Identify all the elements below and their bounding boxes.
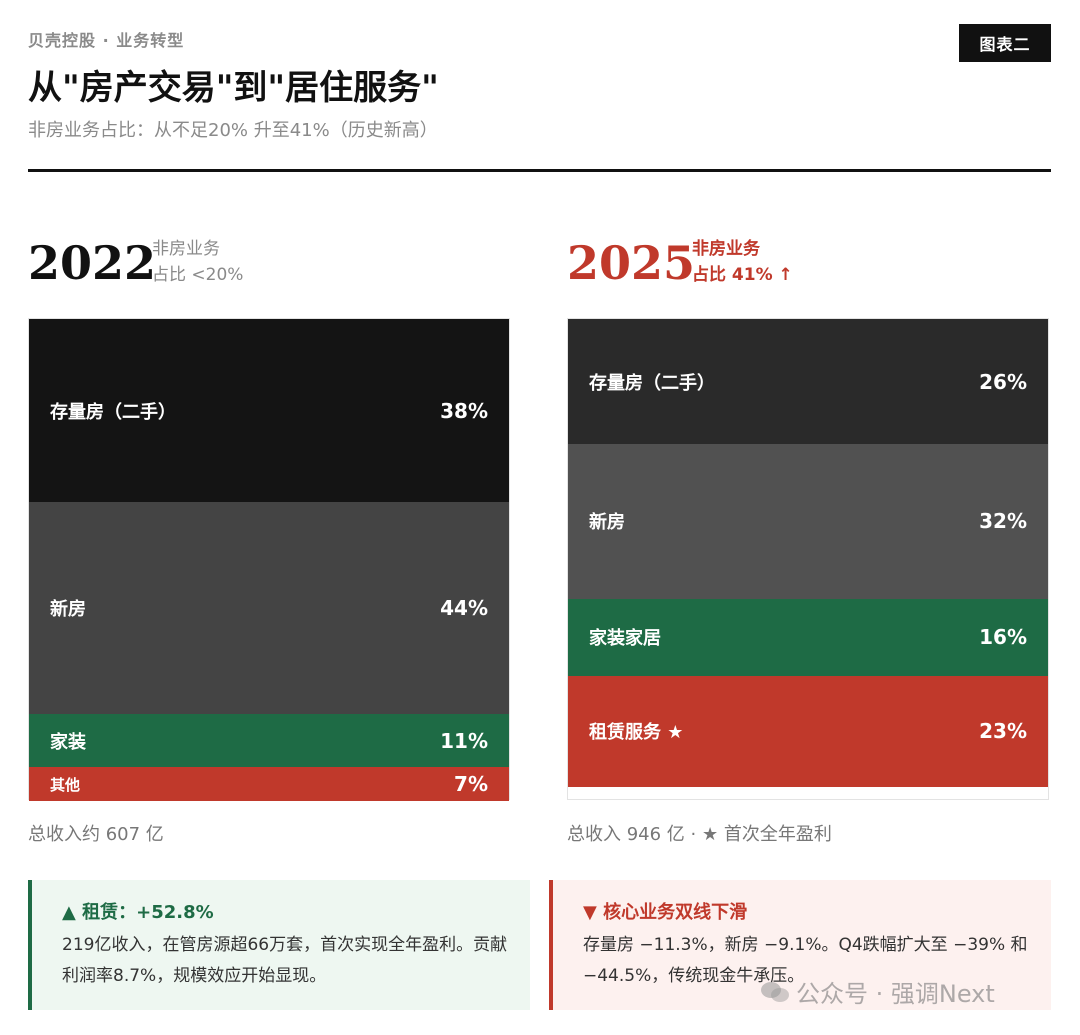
segment-label: 家装 [50,731,86,753]
bar-segment: 存量房（二手） 38% [29,319,509,503]
bar-segment: 新房 32% [568,444,1048,599]
year-2025: 2025 [567,236,696,290]
segment-value: 7% [454,772,488,797]
bar-segment: 存量房（二手） 26% [568,319,1048,445]
wechat-icon [761,981,789,1002]
year-2022-note: 非房业务 占比 <20% [152,236,243,288]
page-subtitle: 非房业务占比：从不足20% 升至41%（历史新高） [28,120,438,141]
year-2022-note-line1: 非房业务 [152,239,220,259]
page-title: 从"房产交易"到"居住服务" [28,68,439,108]
segment-value: 38% [440,398,488,423]
rental-card-head: ▲ 租赁：+52.8% [62,902,214,923]
chart-badge: 图表二 [959,24,1051,62]
segment-label: 新房 [50,599,86,621]
watermark: 公众号 · 强调Next [760,974,995,1009]
year-2025-note-line2: 占比 41% ↑ [692,265,793,285]
segment-value: 16% [979,625,1027,650]
core-decline-card: ▼ 核心业务双线下滑 存量房 −11.3%，新房 −9.1%。Q4跌幅扩大至 −… [549,880,1051,1010]
year-2022: 2022 [28,236,157,290]
bar-segment: 其他 7% [29,767,509,801]
watermark-text: 公众号 · 强调Next [796,980,995,1008]
segment-value: 32% [979,509,1027,534]
bar-segment: 家装 11% [29,714,509,768]
year-2025-note-line1: 非房业务 [692,239,760,259]
decline-card-head: ▼ 核心业务双线下滑 [583,902,748,923]
segment-label: 存量房（二手） [589,372,715,394]
title-rule [28,169,1051,172]
segment-label: 新房 [589,512,625,534]
year-2025-note: 非房业务 占比 41% ↑ [692,236,793,288]
segment-value: 23% [979,719,1027,744]
stacked-bar-2025: 存量房（二手） 26% 新房 32% 家装家居 16% 租赁服务 ★ 23% [567,318,1049,800]
segment-label: 其他 [50,775,81,794]
rental-card-body: 219亿收入，在管房源超66万套，首次实现全年盈利。贡献利润率8.7%，规模效应… [62,935,508,986]
kicker: 贝壳控股 · 业务转型 [28,31,185,50]
decline-card-body: 存量房 −11.3%，新房 −9.1%。Q4跌幅扩大至 −39% 和 −44.5… [583,935,1028,986]
year-2022-note-line2: 占比 <20% [152,265,244,285]
total-2022: 总收入约 607 亿 [28,824,164,845]
segment-label: 存量房（二手） [50,401,176,423]
bar-segment: 家装家居 16% [568,598,1048,676]
segment-value: 26% [979,369,1027,394]
bar-segment: 新房 44% [29,502,509,715]
segment-value: 44% [440,596,488,621]
bar-segment: 租赁服务 ★ 23% [568,675,1048,787]
rental-growth-card: ▲ 租赁：+52.8% 219亿收入，在管房源超66万套，首次实现全年盈利。贡献… [28,880,530,1010]
stacked-bar-2022: 存量房（二手） 38% 新房 44% 家装 11% 其他 7% [28,318,510,801]
segment-value: 11% [440,728,488,753]
total-2025: 总收入 946 亿 · ★ 首次全年盈利 [567,824,832,845]
segment-label: 家装家居 [589,628,661,650]
segment-label: 租赁服务 ★ [589,722,684,744]
